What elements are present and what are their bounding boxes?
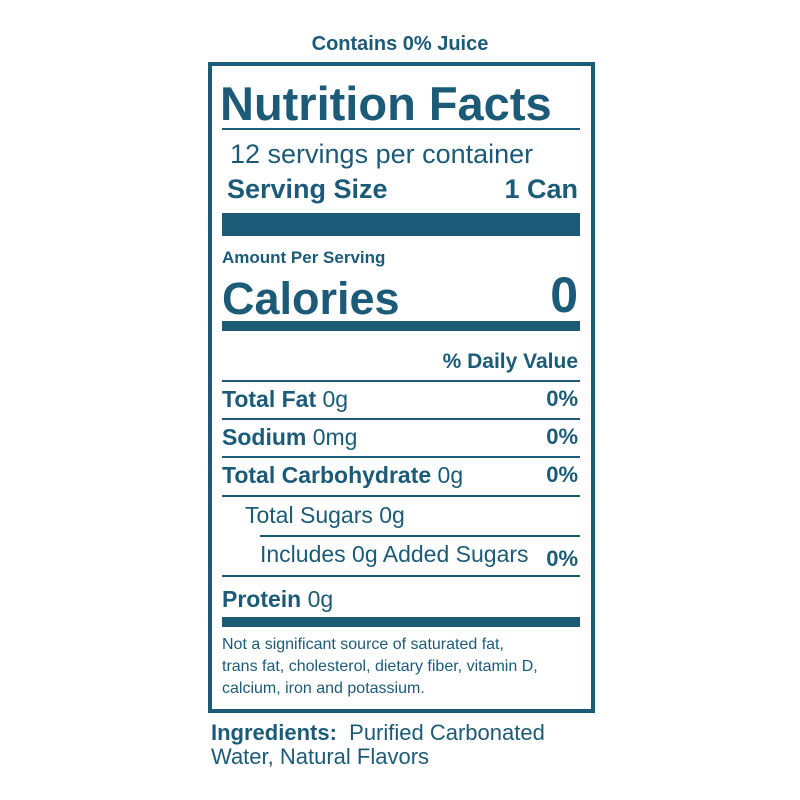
nutrient-row: Protein 0g (222, 588, 333, 611)
medium-rule (222, 321, 580, 331)
nutrient-amount: 0g (307, 586, 334, 612)
nutrient-name: Sodium (222, 424, 307, 450)
nutrient-name: Protein (222, 586, 302, 612)
ingredients-text: Water, Natural Flavors (211, 744, 430, 769)
nutrient-amount: 0g (322, 386, 349, 412)
title: Nutrition Facts (220, 77, 552, 130)
nutrient-name: Total Fat (222, 386, 317, 412)
nutrient-row: Total Carbohydrate 0g (222, 464, 463, 487)
nutrient-sub: Includes 0g Added Sugars (260, 541, 529, 567)
amount-per-serving: Amount Per Serving (222, 248, 386, 267)
rule (222, 456, 580, 458)
daily-value: 0% (546, 424, 578, 449)
nutrient-amount: 0mg (312, 424, 358, 450)
ingredients-line: Water, Natural Flavors (211, 746, 429, 768)
ingredients-label: Ingredients: (211, 720, 337, 745)
serving-size-value: 1 Can (504, 174, 578, 204)
medium-rule (222, 617, 580, 627)
rule (222, 575, 580, 577)
nutrient-name: Total Carbohydrate (222, 462, 432, 488)
juice-note: Contains 0% Juice (311, 33, 489, 55)
rule (222, 380, 580, 382)
rule (260, 535, 580, 537)
footnote-line: trans fat, cholesterol, dietary fiber, v… (222, 658, 538, 675)
footnote-line: Not a significant source of saturated fa… (222, 636, 504, 653)
rule (222, 418, 580, 420)
daily-value-header: % Daily Value (442, 350, 578, 373)
daily-value: 0% (546, 386, 578, 411)
rule (222, 128, 580, 130)
rule (222, 495, 580, 497)
ingredients-text: Purified Carbonated (349, 720, 545, 745)
ingredients-line: Ingredients: Purified Carbonated (211, 722, 545, 744)
daily-value: 0% (546, 546, 578, 571)
nutrient-row: Sodium 0mg (222, 426, 357, 449)
thick-rule (222, 213, 580, 236)
serving-size-label: Serving Size (227, 174, 388, 204)
nutrient-amount: 0g (437, 462, 464, 488)
servings: 12 servings per container (230, 139, 534, 169)
nutrient-sub: Total Sugars 0g (245, 502, 405, 528)
calories-label: Calories (222, 273, 400, 324)
daily-value: 0% (546, 462, 578, 487)
footnote-line: calcium, iron and potassium. (222, 680, 425, 697)
nutrition-box (208, 62, 595, 713)
calories-value: 0 (550, 267, 578, 323)
nutrient-row: Total Fat 0g (222, 388, 348, 411)
